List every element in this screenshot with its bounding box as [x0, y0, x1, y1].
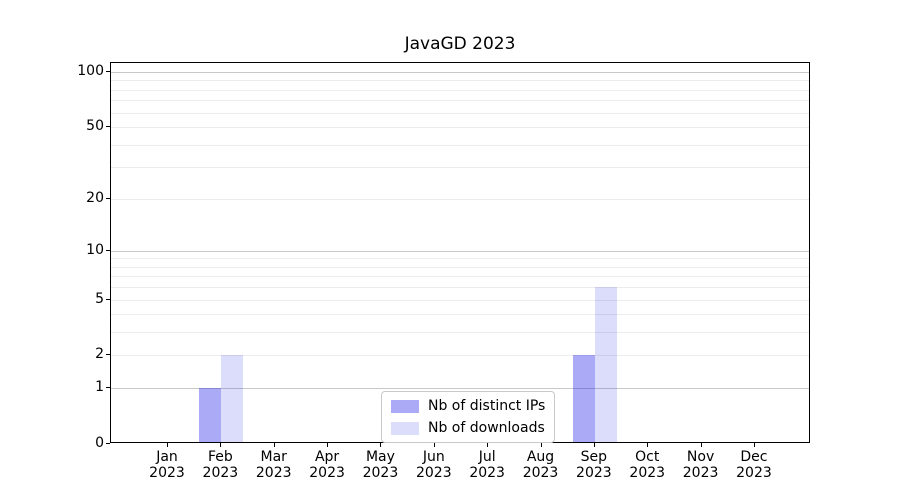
gridline-minor	[111, 80, 809, 82]
legend-swatch-icon	[391, 399, 419, 413]
legend-label: Nb of downloads	[428, 420, 545, 436]
y-tick-label: 10	[86, 241, 104, 258]
chart-title: JavaGD 2023	[404, 34, 516, 54]
y-tick	[106, 298, 110, 300]
legend-item: Nb of downloads	[391, 419, 545, 437]
legend-label: Nb of distinct IPs	[428, 398, 546, 414]
gridline-major	[111, 72, 809, 73]
x-tick	[753, 443, 755, 447]
y-tick-label: 0	[95, 435, 104, 451]
x-tick	[327, 443, 329, 447]
gridline-minor	[111, 167, 809, 169]
x-tick-label: Feb 2023	[202, 449, 239, 481]
y-tick-label: 2	[95, 346, 104, 363]
x-tick	[647, 443, 649, 447]
gridline-major	[111, 250, 809, 252]
x-tick	[220, 443, 222, 447]
x-tick	[167, 443, 168, 447]
x-tick-label: Apr 2023	[309, 449, 345, 481]
y-tick-label: 5	[95, 290, 104, 307]
x-tick	[380, 443, 382, 447]
bar-distinct-ips-sep	[572, 355, 595, 442]
gridline-minor	[111, 276, 809, 278]
bar-downloads-feb	[221, 355, 244, 442]
x-tick-label: Jan 2023	[149, 449, 185, 481]
gridline-minor	[111, 314, 809, 316]
x-tick-label: Oct 2023	[629, 449, 666, 481]
gridline-minor	[111, 100, 809, 102]
y-tick	[106, 443, 110, 444]
y-tick-label: 1	[95, 379, 104, 396]
y-tick-label: 100	[77, 63, 104, 79]
gridline-minor	[111, 299, 809, 301]
x-tick	[273, 443, 275, 447]
gridline-minor	[111, 266, 809, 268]
x-tick-label: Mar 2023	[255, 449, 292, 481]
x-tick-label: Jun 2023	[415, 449, 452, 481]
x-tick-label: Nov 2023	[682, 449, 719, 481]
legend-item: Nb of distinct IPs	[391, 397, 545, 415]
y-tick	[106, 354, 110, 356]
gridline-minor	[111, 332, 809, 334]
legend-swatch-icon	[391, 421, 419, 435]
bar-distinct-ips-feb	[199, 388, 222, 442]
gridline-minor	[111, 144, 809, 146]
bar-downloads-sep	[594, 287, 617, 442]
y-tick	[106, 387, 110, 389]
gridline-minor	[111, 287, 809, 289]
x-tick-label: Jul 2023	[469, 449, 505, 481]
gridline-minor	[111, 198, 809, 200]
y-tick-label: 50	[86, 118, 104, 135]
plot-area	[110, 62, 810, 443]
gridline-minor	[111, 112, 809, 114]
y-tick	[106, 249, 110, 251]
legend: Nb of distinct IPs Nb of downloads	[381, 391, 555, 443]
gridline-minor	[111, 355, 809, 357]
x-tick-label: Aug 2023	[522, 449, 559, 481]
y-tick	[106, 126, 110, 128]
y-tick	[106, 71, 110, 72]
y-tick-label: 20	[86, 189, 104, 206]
x-tick	[487, 443, 489, 447]
y-tick	[106, 197, 110, 199]
x-tick	[593, 443, 595, 447]
gridline-major	[111, 388, 809, 390]
x-tick-label: Dec 2023	[736, 449, 772, 481]
gridline-minor	[111, 127, 809, 129]
x-tick-label: Sep 2023	[576, 449, 612, 481]
gridline-minor	[111, 258, 809, 260]
x-tick	[433, 443, 435, 447]
x-tick	[700, 443, 702, 447]
x-tick	[540, 443, 542, 447]
gridline-minor	[111, 89, 809, 91]
x-tick-label: May 2023	[362, 449, 399, 481]
